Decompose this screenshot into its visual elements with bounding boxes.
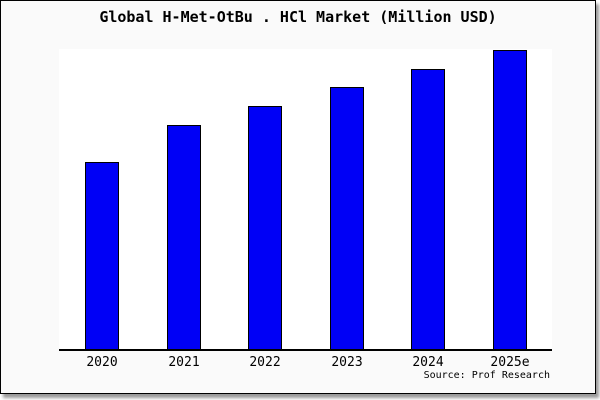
bar-2023	[330, 87, 364, 349]
plot-area	[59, 49, 552, 351]
chart-image-frame: Global H-Met-OtBu . HCl Market (Million …	[0, 0, 596, 394]
x-tick-label-2025e: 2025e	[490, 355, 530, 370]
x-tick-label-2022: 2022	[249, 355, 281, 370]
source-caption: Source: Prof Research	[423, 370, 550, 381]
bar-2020	[85, 162, 119, 349]
x-tick-label-2021: 2021	[168, 355, 200, 370]
bar-2025e	[493, 50, 527, 349]
x-tick-label-2020: 2020	[86, 355, 118, 370]
bar-2022	[248, 106, 282, 349]
x-tick-label-2024: 2024	[412, 355, 444, 370]
bar-2021	[167, 125, 201, 349]
x-tick-label-2023: 2023	[331, 355, 363, 370]
chart-title: Global H-Met-OtBu . HCl Market (Million …	[99, 8, 497, 26]
bar-2024	[411, 69, 445, 349]
